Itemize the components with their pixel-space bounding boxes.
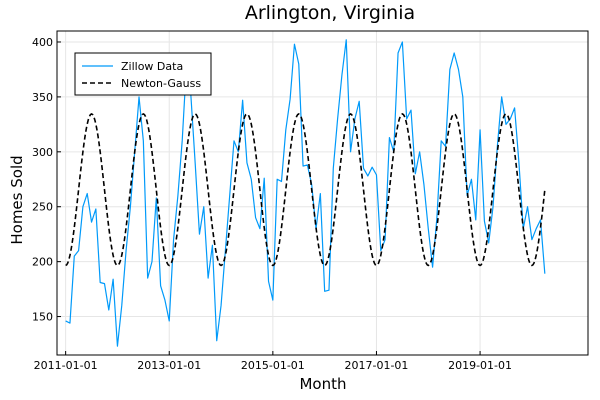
- x-axis-label: Month: [299, 375, 346, 393]
- grid: [57, 31, 588, 355]
- series-line-newton-gauss: [65, 112, 546, 267]
- chart-title: Arlington, Virginia: [245, 2, 415, 24]
- y-tick-label: 250: [32, 201, 53, 214]
- plot-frame: [56, 30, 589, 356]
- legend-box: [74, 52, 212, 96]
- y-tick-label: 200: [32, 256, 53, 269]
- x-tick-label: 2015-01-01: [241, 359, 305, 372]
- legend-label-newton-gauss: Newton-Gauss: [121, 77, 201, 90]
- y-axis-label: Homes Sold: [8, 155, 26, 244]
- x-tick-label: 2017-01-01: [344, 359, 408, 372]
- y-tick-label: 400: [32, 36, 53, 49]
- series-line-zillow: [65, 39, 546, 347]
- legend-label-zillow: Zillow Data: [121, 60, 183, 73]
- y-tick-label: 300: [32, 146, 53, 159]
- ticks: 2011-01-01 2013-01-01 2015-01-01 2017-01-01…: [32, 36, 512, 372]
- x-tick-label: 2013-01-01: [137, 359, 201, 372]
- y-tick-label: 150: [32, 311, 53, 324]
- legend: Zillow Data Newton-Gauss: [74, 52, 212, 96]
- series-layer: [65, 39, 546, 347]
- y-tick-label: 350: [32, 91, 53, 104]
- x-tick-label: 2019-01-01: [448, 359, 512, 372]
- x-tick-label: 2011-01-01: [34, 359, 98, 372]
